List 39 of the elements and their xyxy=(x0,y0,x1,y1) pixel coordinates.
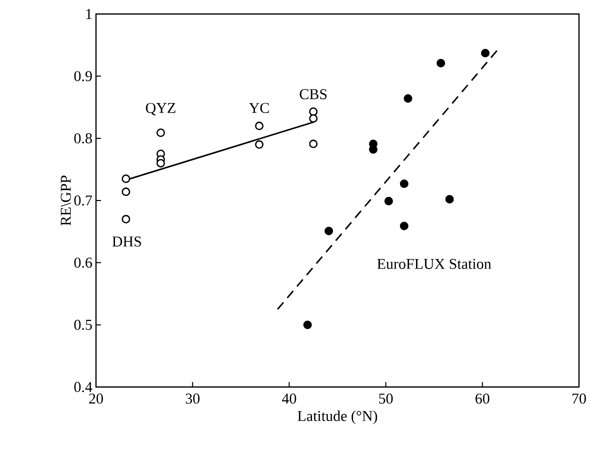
x-tick-label: 70 xyxy=(572,394,586,404)
y-tick-label: 0.7 xyxy=(74,195,92,206)
y-tick-label: 0.9 xyxy=(74,71,92,82)
point xyxy=(445,195,454,204)
y-tick-label: 0.5 xyxy=(74,320,92,330)
annotation: DHS xyxy=(112,236,141,247)
point xyxy=(309,140,318,148)
point xyxy=(255,122,264,130)
point xyxy=(255,140,264,149)
x-tick-label: 30 xyxy=(186,394,200,404)
point xyxy=(122,174,130,183)
point xyxy=(122,188,130,196)
annotation: QYZ xyxy=(146,102,176,116)
point xyxy=(400,222,408,230)
x-tick-label: 40 xyxy=(282,394,296,404)
point xyxy=(481,48,490,58)
point xyxy=(122,214,130,224)
point xyxy=(156,128,165,137)
annotation: CBS xyxy=(300,89,327,100)
point xyxy=(156,158,165,168)
point xyxy=(309,107,318,116)
x-tick-label: 50 xyxy=(379,394,393,404)
annotation: EuroFLUX Station xyxy=(377,258,492,269)
y-tick-label: 0.6 xyxy=(74,258,92,268)
x-axis-title: Latitude (°N) xyxy=(298,410,378,424)
point xyxy=(303,320,312,330)
point xyxy=(384,196,393,206)
point xyxy=(324,226,334,236)
y-tick-label: 0.8 xyxy=(74,133,92,144)
y-tick-label: 1 xyxy=(86,9,92,19)
y-axis-title: RE\GPP xyxy=(60,176,71,226)
x-tick-label: 60 xyxy=(476,394,490,404)
x-tick-label: 20 xyxy=(89,394,103,404)
point xyxy=(309,114,318,123)
point xyxy=(436,58,446,68)
annotation: YC xyxy=(249,102,269,114)
point xyxy=(400,179,408,188)
y-tick-label: 0.4 xyxy=(74,382,92,392)
point xyxy=(404,94,412,103)
